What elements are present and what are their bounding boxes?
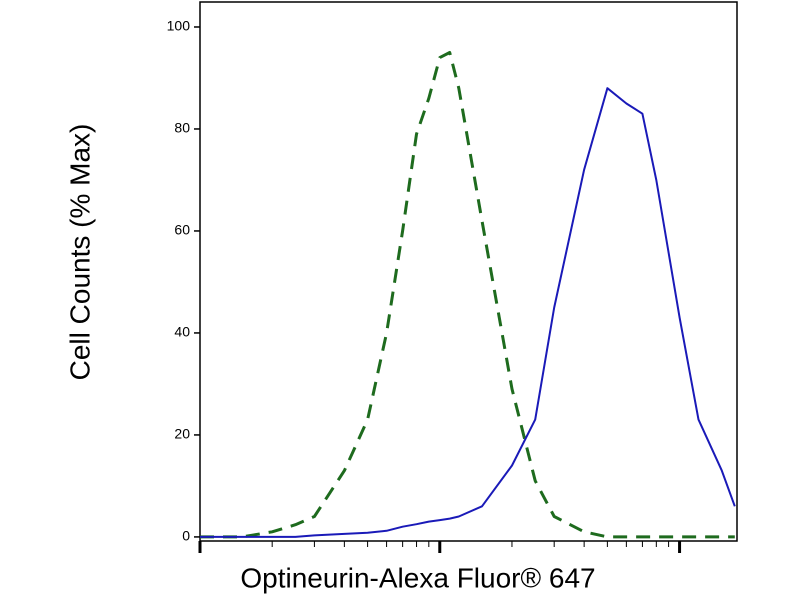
y-tick-label: 0 [182, 528, 190, 544]
series-line [200, 51, 735, 539]
x-axis-label: Optineurin-Alexa Fluor® 647 [240, 562, 595, 593]
y-axis-label: Cell Counts (% Max) [64, 124, 95, 381]
y-tick-label: 40 [174, 324, 190, 340]
y-tick-label: 20 [174, 426, 190, 442]
y-tick-label: 100 [167, 18, 191, 34]
plot-frame [199, 1, 738, 542]
y-tick-label: 80 [174, 120, 190, 136]
series-line [200, 87, 736, 538]
y-tick-label: 60 [174, 222, 190, 238]
